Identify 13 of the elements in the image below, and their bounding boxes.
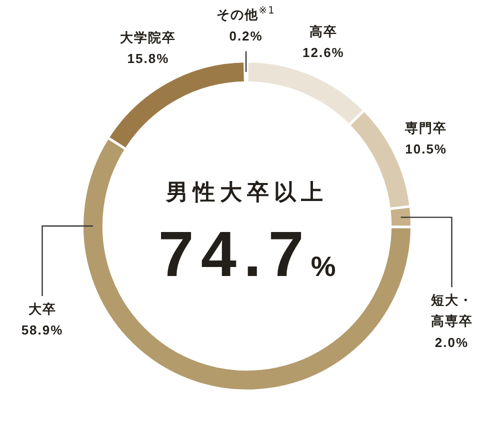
slice-label: 短大・高専卒 (430, 294, 473, 330)
data-label: 12.6% (302, 45, 344, 60)
slice-label: 高卒 (309, 24, 338, 40)
data-label: 0.2% (229, 28, 263, 44)
text: 74.7% (158, 218, 336, 290)
data-label: 2.0% (434, 334, 469, 350)
data-label: 58.9% (21, 322, 64, 338)
slice-label: 専門卒 (404, 120, 448, 137)
data-label: 15.8% (127, 51, 170, 66)
text: 男性大卒以上 (165, 180, 328, 206)
slice-label: 大学院卒 (120, 30, 176, 46)
slice-label: 大卒 (28, 301, 56, 318)
data-label: 10.5% (405, 142, 448, 157)
